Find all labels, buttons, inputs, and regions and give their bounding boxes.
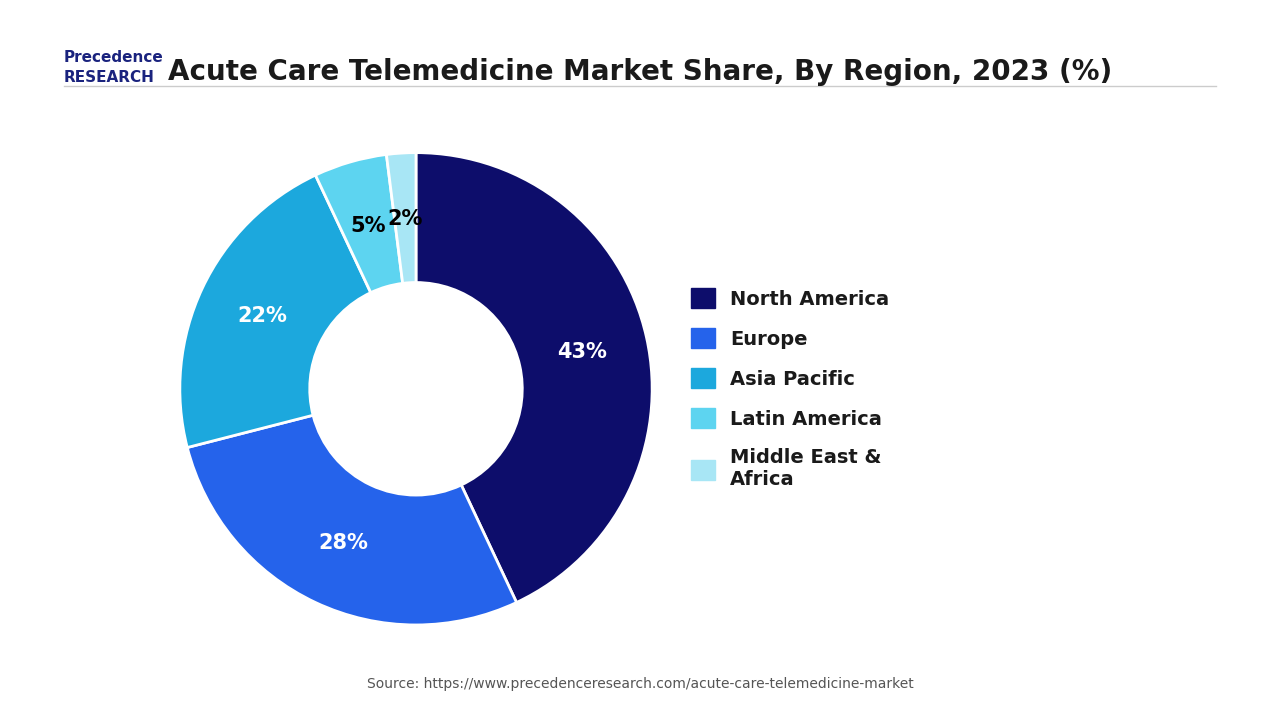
- Text: Precedence
RESEARCH: Precedence RESEARCH: [64, 50, 164, 85]
- Text: 43%: 43%: [557, 342, 607, 361]
- Text: 22%: 22%: [237, 307, 287, 326]
- Wedge shape: [187, 415, 517, 625]
- Text: 5%: 5%: [351, 215, 387, 235]
- Text: 28%: 28%: [319, 533, 369, 553]
- Wedge shape: [180, 175, 371, 448]
- Wedge shape: [315, 155, 403, 292]
- Wedge shape: [416, 153, 652, 603]
- Legend: North America, Europe, Asia Pacific, Latin America, Middle East &
Africa: North America, Europe, Asia Pacific, Lat…: [691, 288, 890, 490]
- Text: 2%: 2%: [388, 209, 422, 229]
- Wedge shape: [387, 153, 416, 284]
- Text: Acute Care Telemedicine Market Share, By Region, 2023 (%): Acute Care Telemedicine Market Share, By…: [168, 58, 1112, 86]
- Text: Source: https://www.precedenceresearch.com/acute-care-telemedicine-market: Source: https://www.precedenceresearch.c…: [366, 678, 914, 691]
